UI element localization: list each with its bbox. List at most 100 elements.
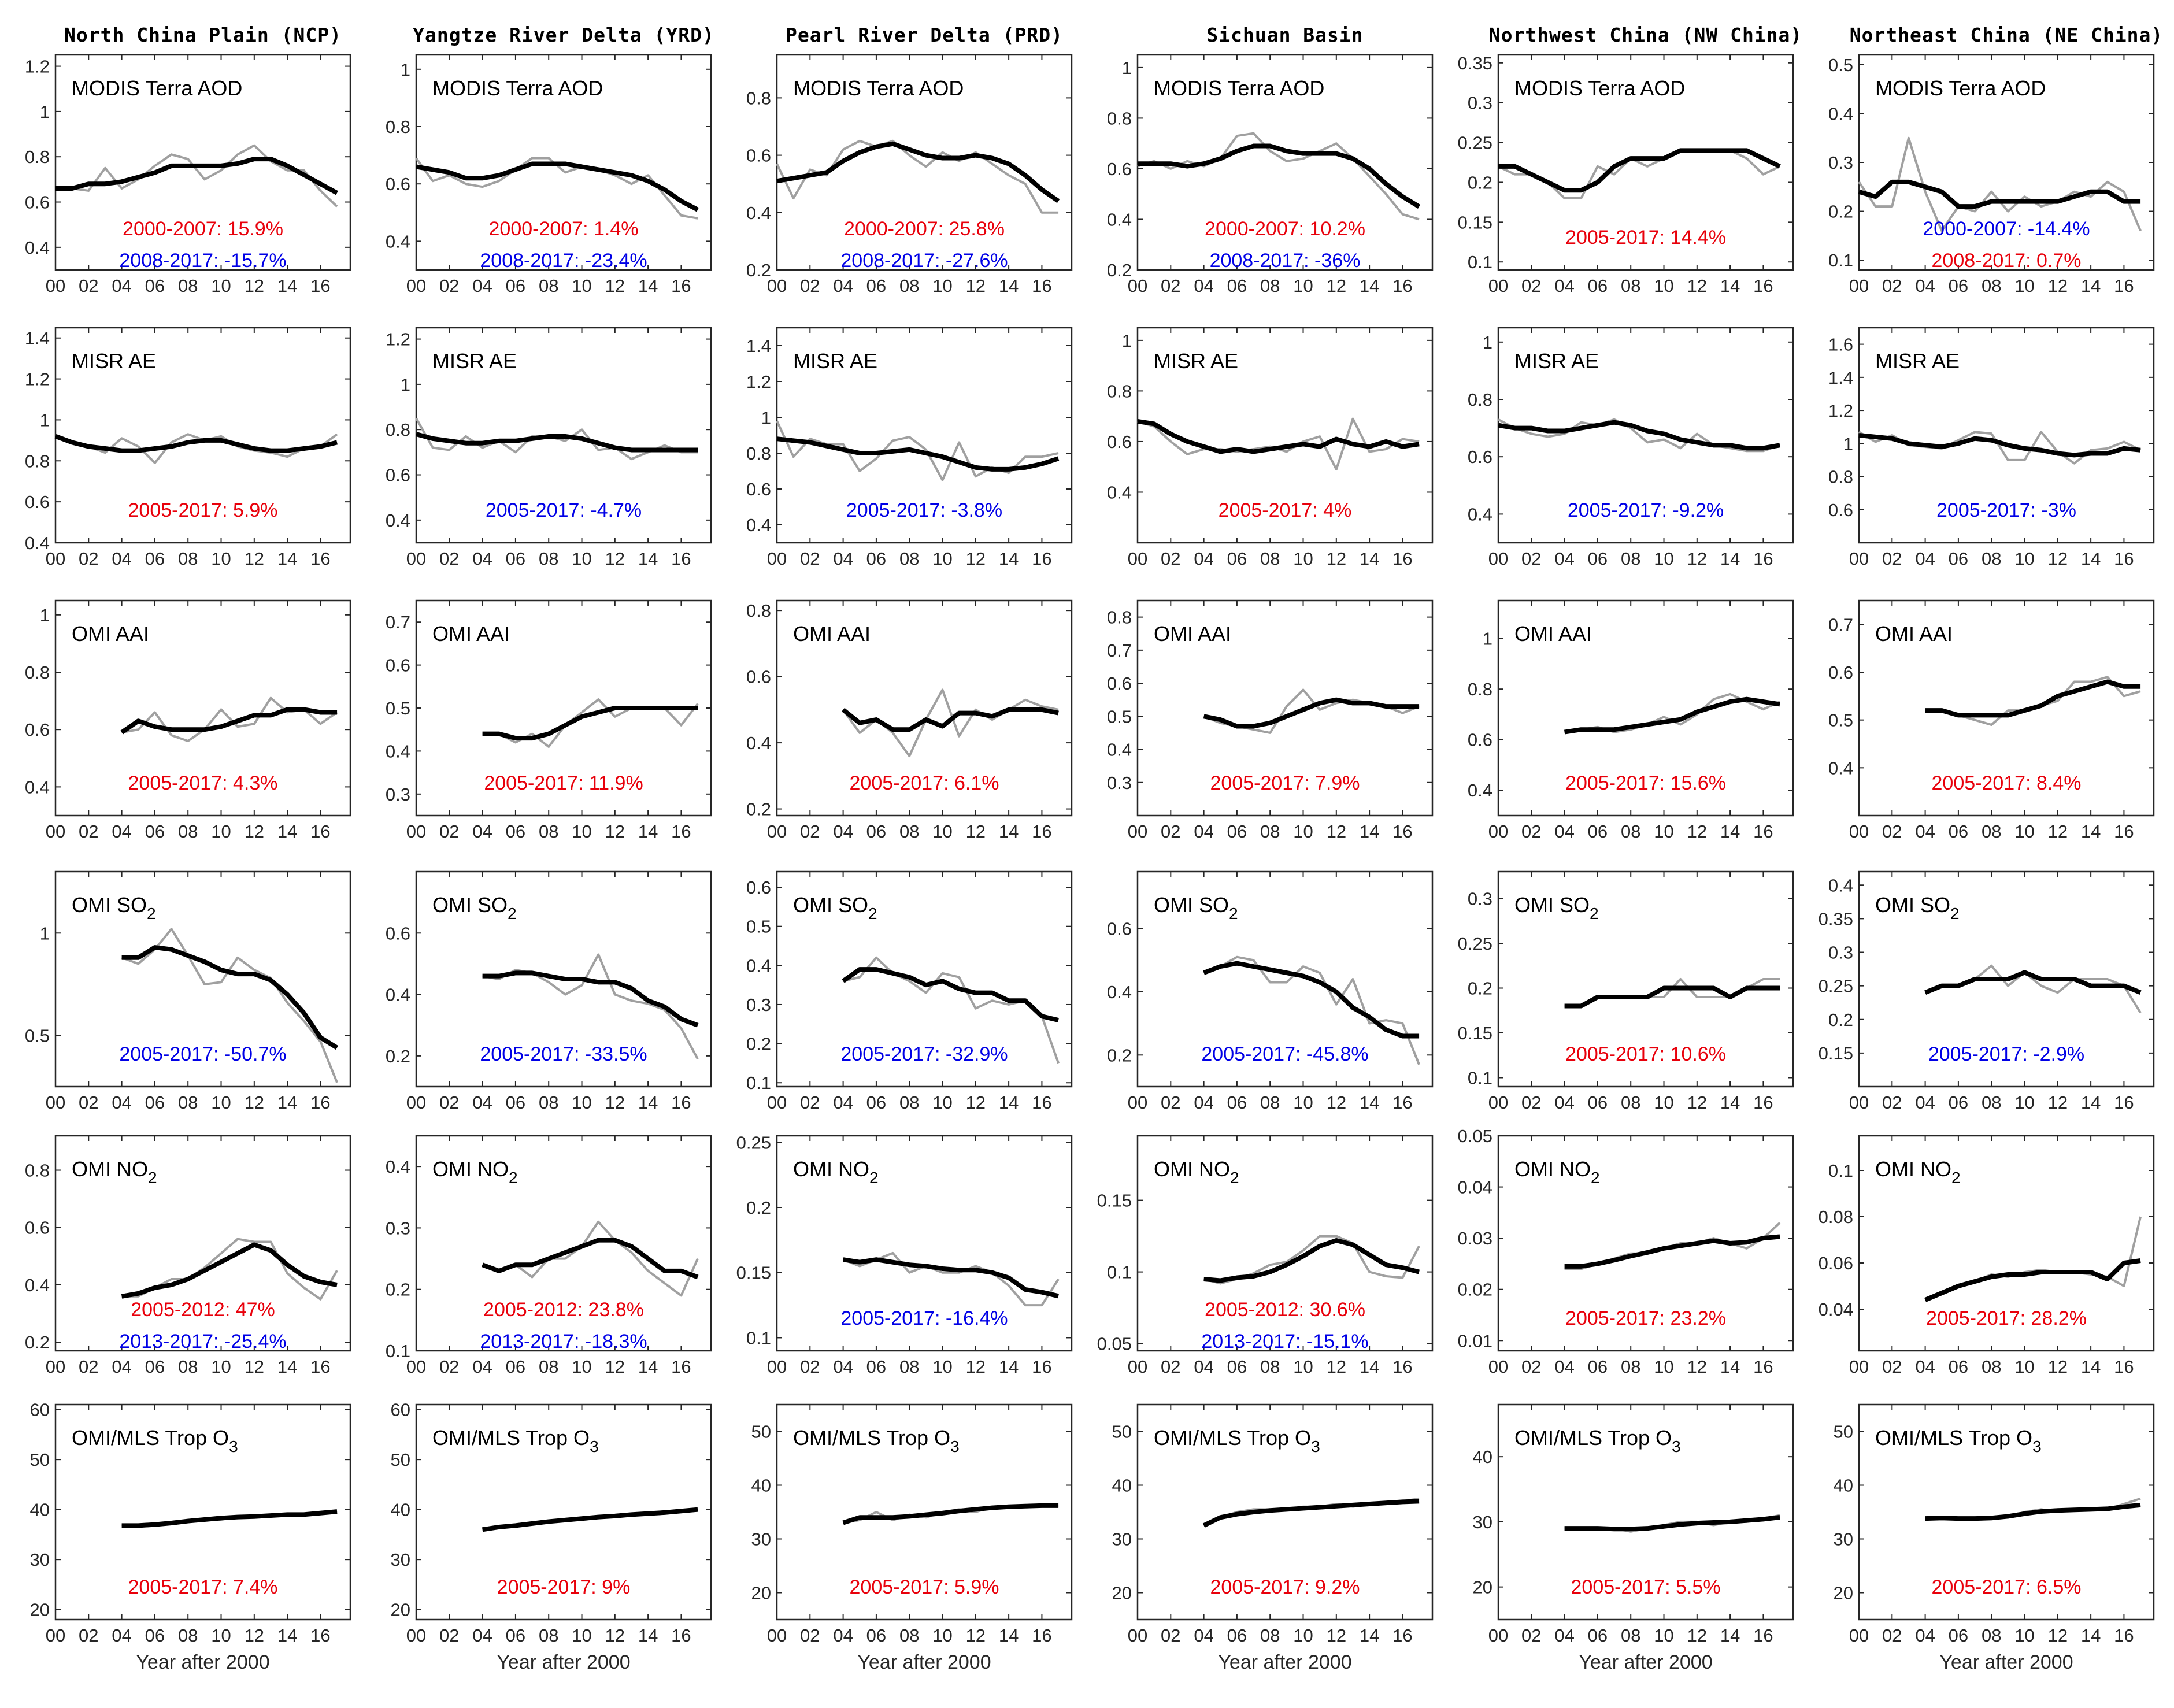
variable-label: MISR AE xyxy=(1875,349,1960,373)
x-tick-label: 12 xyxy=(605,549,625,569)
series-smoothed-line xyxy=(1202,1499,1420,1528)
y-tick-label: 0.2 xyxy=(1107,1045,1132,1065)
variable-label: OMI/MLS Trop O3 xyxy=(1154,1426,1320,1455)
x-tick-label: 00 xyxy=(406,1625,426,1646)
x-tick-label: 08 xyxy=(178,549,198,569)
axes-box xyxy=(415,1135,712,1352)
x-tick-label: 02 xyxy=(1521,821,1541,842)
series-smoothed-line xyxy=(482,1238,699,1280)
x-tick-label: 10 xyxy=(1654,1092,1673,1113)
panel: 00 02 04 06 08 10 12 14 16 0.4 0.6 0.8 1 1.2 1.4 MISR A… xyxy=(25,327,351,569)
x-tick-label: 00 xyxy=(767,276,787,296)
trend-annotation: 2005-2017: 28.2% xyxy=(1926,1307,2087,1329)
axes-box xyxy=(54,1403,351,1621)
x-tick-label: 16 xyxy=(1032,1625,1051,1646)
y-tick-label: 0.8 xyxy=(25,1161,50,1181)
y-tick-label: 0.4 xyxy=(1107,982,1132,1002)
series-smoothed-line xyxy=(1564,985,1780,1009)
panel: 00 02 04 06 08 10 12 14 16 0.5 1 OMI SO2 2005-2017: … xyxy=(25,870,351,1113)
y-tick-label: 40 xyxy=(751,1476,771,1496)
x-tick-label: 02 xyxy=(439,276,459,296)
x-tick-label: 16 xyxy=(1032,276,1051,296)
variable-label: MISR AE xyxy=(1154,349,1238,373)
x-tick-label: 14 xyxy=(1720,549,1740,569)
trend-annotation: 2005-2017: -50.7% xyxy=(119,1043,286,1065)
y-tick-label: 1 xyxy=(761,407,771,428)
trend-annotation: 2005-2017: -3.8% xyxy=(846,499,1002,521)
x-tick-label: 06 xyxy=(145,1357,165,1377)
variable-label: MODIS Terra AOD xyxy=(432,76,603,100)
x-tick-label: 14 xyxy=(1360,1625,1379,1646)
x-tick-label: 06 xyxy=(866,549,886,569)
x-tick-label: 10 xyxy=(572,276,591,296)
trend-annotation: 2005-2017: 5.9% xyxy=(850,1576,999,1598)
y-tick-label: 0.2 xyxy=(386,1046,410,1066)
x-tick-label: 06 xyxy=(1949,549,1968,569)
x-tick-label: 02 xyxy=(439,821,459,842)
x-tick-label: 10 xyxy=(932,1357,952,1377)
series-annual-line xyxy=(1498,418,1780,453)
y-tick-label: 0.3 xyxy=(1107,773,1132,793)
y-tick-label: 0.4 xyxy=(386,741,410,761)
x-tick-label: 14 xyxy=(638,276,658,296)
x-tick-label: 02 xyxy=(1161,549,1180,569)
x-tick-label: 08 xyxy=(1621,549,1640,569)
x-tick-label: 12 xyxy=(966,1357,986,1377)
x-tick-label: 04 xyxy=(472,549,492,569)
y-tick-label: 0.8 xyxy=(746,601,771,621)
x-tick-label: 02 xyxy=(79,276,98,296)
x-tick-label: 10 xyxy=(572,1092,591,1113)
series-smoothed-line xyxy=(842,967,1059,1022)
x-tick-label: 12 xyxy=(1687,1625,1707,1646)
x-tick-label: 00 xyxy=(767,549,787,569)
series-smoothed-line xyxy=(1858,433,2141,458)
x-tick-label: 06 xyxy=(506,1092,525,1113)
y-tick-label: 1 xyxy=(40,605,50,625)
y-tick-label: 0.08 xyxy=(1819,1207,1853,1227)
y-tick-label: 20 xyxy=(30,1600,50,1620)
y-tick-label: 0.3 xyxy=(386,784,410,805)
x-tick-label: 08 xyxy=(178,821,198,842)
x-tick-label: 10 xyxy=(211,276,231,296)
y-tick-label: 0.2 xyxy=(746,1198,771,1218)
panel: 00 02 04 06 08 10 12 14 16 0.2 0.4 0.6 0.8 OMI NO2 200… xyxy=(25,1135,351,1377)
series-smoothed-line xyxy=(776,436,1060,472)
x-tick-label: 16 xyxy=(1032,1357,1051,1377)
x-tick-label: 04 xyxy=(112,821,131,842)
variable-label: OMI/MLS Trop O3 xyxy=(432,1426,599,1455)
y-tick-label: 0.6 xyxy=(746,146,771,166)
y-tick-label: 40 xyxy=(1834,1476,1853,1496)
x-tick-label: 06 xyxy=(1949,1092,1968,1113)
x-axis-label: Year after 2000 xyxy=(497,1651,630,1673)
x-tick-label: 14 xyxy=(638,1625,658,1646)
x-tick-label: 10 xyxy=(572,821,591,842)
x-tick-label: 08 xyxy=(1621,1625,1640,1646)
series-smoothed-line xyxy=(416,161,699,212)
panel: 00 02 04 06 08 10 12 14 16 0.6 0.8 1 1.2 1.4 1.6 MISR A… xyxy=(1828,327,2155,569)
y-tick-label: 0.5 xyxy=(1107,706,1132,727)
x-tick-label: 08 xyxy=(899,549,919,569)
x-tick-label: 14 xyxy=(999,276,1019,296)
x-tick-label: 10 xyxy=(932,821,952,842)
y-tick-label: 1.6 xyxy=(1828,335,1853,355)
panel: 00 02 04 06 08 10 12 14 16 0.05 0.1 0.15 OMI NO2 2005… xyxy=(1097,1135,1434,1377)
series-smoothed-line xyxy=(842,1257,1059,1299)
panel: 00 02 04 06 08 10 12 14 16 0.2 0.4 0.6 0.8 OMI AAI 200… xyxy=(746,599,1073,842)
trend-annotation: 2000-2007: 25.8% xyxy=(844,218,1005,240)
x-tick-label: 04 xyxy=(1194,1357,1213,1377)
series-smoothed-line xyxy=(121,1509,338,1528)
trend-annotation: 2005-2017: -45.8% xyxy=(1201,1043,1368,1065)
x-tick-label: 16 xyxy=(1753,1357,1773,1377)
y-tick-label: 0.4 xyxy=(386,1157,410,1177)
y-tick-label: 0.6 xyxy=(1107,432,1132,452)
panel: 00 02 04 06 08 10 12 14 16 20 30 40 50 OMI/MLS Trop O… xyxy=(1112,1403,1434,1673)
x-tick-label: 16 xyxy=(1753,1625,1773,1646)
x-tick-label: 12 xyxy=(1327,1625,1346,1646)
x-tick-label: 16 xyxy=(310,276,330,296)
x-tick-label: 00 xyxy=(1128,276,1147,296)
y-tick-label: 50 xyxy=(1834,1422,1853,1442)
y-tick-label: 0.8 xyxy=(1828,467,1853,487)
x-tick-label: 12 xyxy=(2048,1625,2068,1646)
series-smoothed-line xyxy=(1203,697,1420,729)
axes-box xyxy=(776,327,1073,544)
